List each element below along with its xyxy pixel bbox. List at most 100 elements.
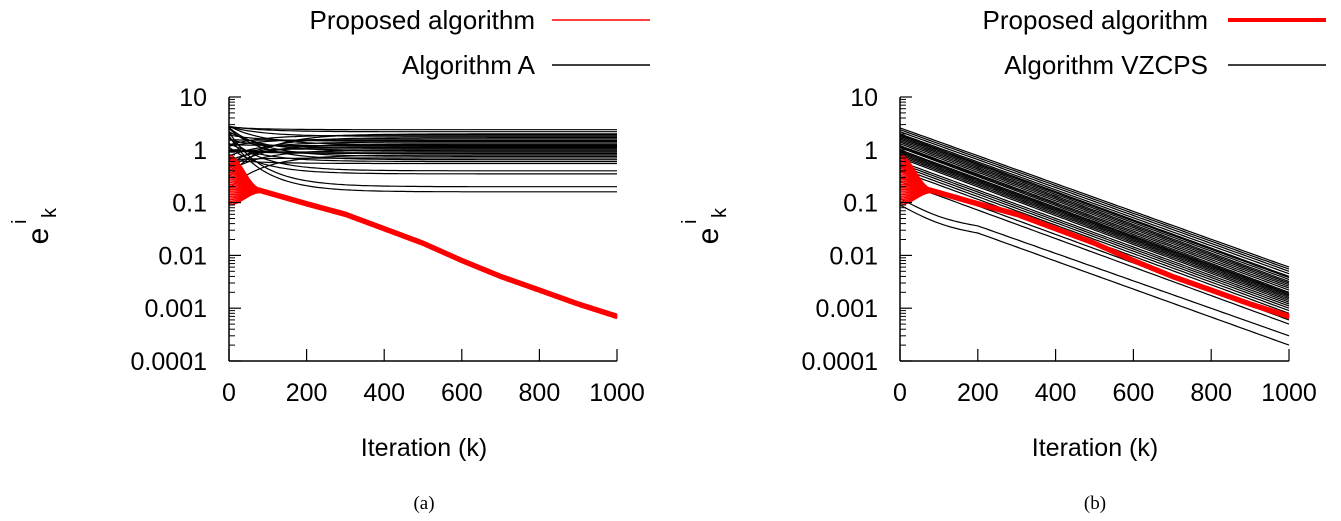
y-axis-label-a: e k i bbox=[9, 207, 61, 244]
legend-label-baseline-a: Algorithm A bbox=[402, 50, 536, 80]
y-axis-label-base-a: e bbox=[22, 228, 55, 245]
x-tick-label: 1000 bbox=[589, 379, 645, 407]
legend-label-proposed-a: Proposed algorithm bbox=[310, 5, 535, 35]
baseline-agent-curve bbox=[228, 148, 617, 153]
baseline-agent-curve bbox=[899, 139, 1290, 284]
baseline-agent-curve bbox=[899, 147, 1290, 293]
legend-b: Proposed algorithm Algorithm VZCPS bbox=[983, 5, 1326, 80]
baseline-agent-curve bbox=[899, 145, 1290, 289]
y-axis-label-sup-b: i bbox=[679, 220, 701, 224]
plot-area-b bbox=[899, 127, 1290, 346]
x-tick-label: 600 bbox=[1113, 379, 1155, 407]
baseline-agent-curve bbox=[899, 155, 1290, 302]
baseline-agent-curve bbox=[228, 131, 617, 188]
baseline-agent-curve bbox=[228, 154, 617, 189]
x-tick-label: 0 bbox=[222, 379, 236, 407]
baseline-agent-curve bbox=[899, 146, 1290, 291]
x-tick-label: 600 bbox=[441, 379, 483, 407]
y-tick-label: 0.1 bbox=[843, 190, 878, 218]
baseline-agent-curve bbox=[228, 137, 617, 172]
baseline-agent-curve bbox=[899, 127, 1290, 268]
y-tick-label: 0.0001 bbox=[131, 348, 207, 376]
baseline-agent-curve bbox=[899, 135, 1290, 279]
baseline-agent-curve bbox=[228, 142, 617, 163]
y-axis-label-sub-b: k bbox=[709, 207, 731, 218]
proposed-agent-curve bbox=[228, 161, 618, 316]
baseline-agent-curve bbox=[228, 127, 617, 157]
y-tick-label: 1 bbox=[193, 137, 207, 165]
x-tick-label: 800 bbox=[519, 379, 561, 407]
proposed-agent-curve bbox=[899, 164, 1290, 316]
x-tick-label: 1000 bbox=[1261, 379, 1317, 407]
baseline-agent-curve bbox=[228, 126, 617, 131]
baseline-agent-curve bbox=[899, 129, 1290, 270]
x-tick-label: 800 bbox=[1190, 379, 1232, 407]
baseline-agent-curve bbox=[899, 151, 1290, 297]
y-tick-label: 1 bbox=[864, 137, 878, 165]
proposed-agent-curve bbox=[899, 155, 1290, 316]
caption-b: (b) bbox=[1084, 493, 1106, 514]
baseline-agent-curve bbox=[899, 137, 1290, 281]
proposed-agent-curve bbox=[228, 157, 618, 316]
baseline-agent-curve bbox=[228, 128, 617, 161]
baseline-agent-curve bbox=[228, 139, 617, 149]
x-tick-label: 200 bbox=[957, 379, 999, 407]
baseline-agent-curve bbox=[228, 144, 617, 147]
proposed-agent-curve bbox=[228, 164, 618, 316]
baseline-agent-curve bbox=[228, 159, 617, 165]
y-axis-label-sup-a: i bbox=[9, 220, 31, 224]
baseline-agent-curve bbox=[899, 154, 1290, 300]
baseline-agent-curve bbox=[899, 150, 1290, 296]
y-axis-label-base-b: e bbox=[692, 228, 725, 245]
plot-area-a bbox=[228, 125, 618, 320]
proposed-agent-curve bbox=[228, 159, 618, 316]
y-tick-label: 0.01 bbox=[829, 242, 878, 270]
baseline-agent-curve bbox=[899, 165, 1290, 309]
baseline-agent-curve bbox=[899, 204, 1290, 346]
baseline-agent-curve bbox=[228, 125, 617, 133]
baseline-agent-curve bbox=[228, 135, 617, 193]
baseline-agent-curve bbox=[228, 146, 617, 175]
y-tick-label: 0.001 bbox=[815, 295, 878, 323]
baseline-agent-curve bbox=[228, 125, 617, 146]
baseline-agent-curve bbox=[899, 134, 1290, 277]
x-axis-label-b: Iteration (k) bbox=[1032, 434, 1158, 462]
baseline-agent-curve bbox=[899, 162, 1290, 307]
baseline-agent-curve bbox=[899, 133, 1290, 275]
x-axis-label-a: Iteration (k) bbox=[361, 434, 487, 462]
y-tick-label: 0.01 bbox=[158, 242, 207, 270]
baseline-agent-curve bbox=[899, 181, 1290, 325]
baseline-agent-curve bbox=[228, 134, 617, 142]
y-tick-label: 10 bbox=[179, 84, 207, 112]
proposed-agent-curve bbox=[228, 154, 618, 315]
x-tick-label: 400 bbox=[1035, 379, 1077, 407]
baseline-agent-curve bbox=[899, 131, 1290, 272]
proposed-agent-curve bbox=[228, 155, 618, 316]
y-tick-label: 0.0001 bbox=[802, 348, 878, 376]
baseline-agent-curve bbox=[228, 126, 617, 137]
chart-panel-b: Proposed algorithm Algorithm VZCPS 0.000… bbox=[679, 5, 1326, 514]
proposed-agent-curve bbox=[899, 154, 1290, 315]
baseline-agent-curve bbox=[228, 141, 617, 157]
legend-a: Proposed algorithm Algorithm A bbox=[310, 5, 650, 80]
axes-a: 0.0001 0.001 0.01 0.1 1 10 0 200 400 600 800 1000 bbox=[131, 84, 645, 407]
baseline-agent-curve bbox=[228, 134, 617, 146]
y-tick-label: 0.001 bbox=[144, 295, 207, 323]
baseline-agent-curve bbox=[899, 167, 1290, 312]
baseline-agent-curve bbox=[899, 141, 1290, 286]
baseline-agent-curve bbox=[899, 149, 1290, 295]
baseline-agent-curve bbox=[899, 138, 1290, 283]
legend-label-proposed-b: Proposed algorithm bbox=[983, 5, 1208, 35]
y-tick-label: 0.1 bbox=[172, 190, 207, 218]
y-axis-label-sub-a: k bbox=[39, 207, 61, 218]
chart-panel-a: Proposed algorithm Algorithm A 0.00010.0… bbox=[9, 5, 650, 514]
baseline-agent-curve bbox=[899, 160, 1290, 305]
legend-label-baseline-b: Algorithm VZCPS bbox=[1004, 50, 1208, 80]
x-tick-label: 200 bbox=[286, 379, 328, 407]
caption-a: (a) bbox=[413, 493, 434, 514]
x-tick-label: 400 bbox=[363, 379, 405, 407]
y-tick-label: 10 bbox=[850, 84, 878, 112]
baseline-agent-curve bbox=[228, 131, 617, 152]
baseline-agent-curve bbox=[899, 157, 1290, 303]
